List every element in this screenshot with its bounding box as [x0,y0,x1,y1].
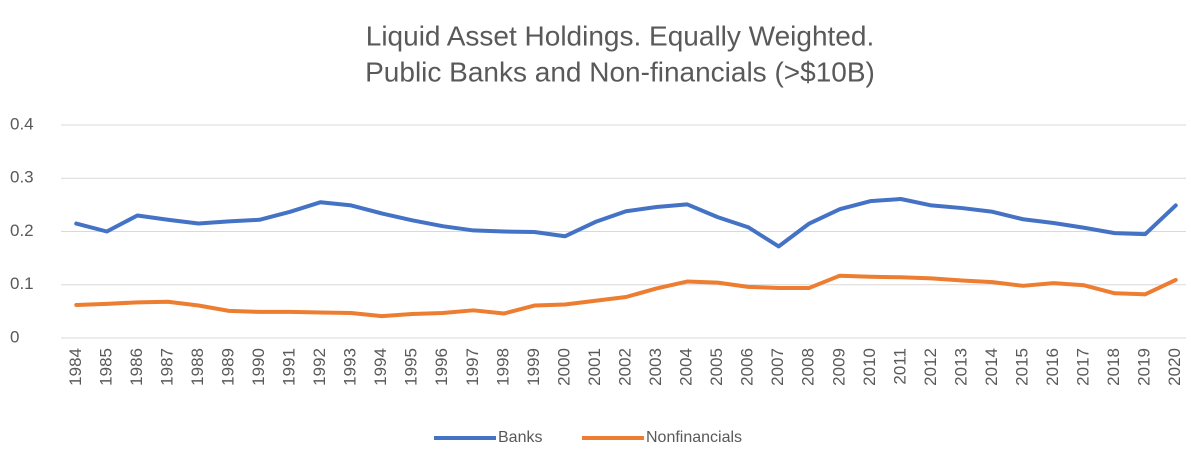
x-tick-label: 2010 [860,348,879,386]
x-tick-label: 1989 [218,348,237,386]
x-tick-label: 2020 [1165,348,1184,386]
x-tick-label: 2005 [707,348,726,386]
x-tick-label: 1984 [66,348,85,386]
x-tick-label: 2007 [768,348,787,386]
x-tick-label: 2000 [554,348,573,386]
x-tick-label: 1993 [341,348,360,386]
x-tick-label: 2019 [1135,348,1154,386]
x-tick-label: 2017 [1074,348,1093,386]
y-tick-label: 0 [10,327,19,346]
legend-label: Banks [498,429,542,446]
y-tick-label: 0.1 [10,274,34,293]
x-tick-label: 2003 [646,348,665,386]
x-tick-label: 1999 [524,348,543,386]
chart-subtitle: Public Banks and Non-financials (>$10B) [365,56,875,87]
x-tick-label: 1987 [157,348,176,386]
x-tick-label: 2013 [951,348,970,386]
x-tick-label: 2001 [585,348,604,386]
x-tick-label: 1998 [493,348,512,386]
x-tick-label: 2018 [1104,348,1123,386]
legend-label: Nonfinancials [646,429,742,446]
x-tick-label: 1992 [310,348,329,386]
y-tick-label: 0.3 [10,168,34,187]
x-tick-label: 1994 [371,348,390,386]
line-series [74,273,1178,319]
x-tick-label: 1996 [432,348,451,386]
chart-title: Liquid Asset Holdings. Equally Weighted. [366,20,874,51]
x-tick-label: 2012 [921,348,940,386]
x-tick-label: 2008 [799,348,818,386]
y-tick-label: 0.4 [10,114,34,133]
x-tick-label: 1985 [96,348,115,386]
x-tick-label: 1995 [402,348,421,386]
x-tick-label: 2009 [829,348,848,386]
x-tick-label: 1990 [249,348,268,386]
x-tick-label: 1988 [188,348,207,386]
x-tick-label: 2011 [890,348,909,385]
x-tick-label: 2002 [615,348,634,386]
x-tick-label: 2006 [738,348,757,386]
x-tick-label: 2015 [1013,348,1032,386]
x-tick-label: 1986 [127,348,146,386]
x-tick-label: 2016 [1043,348,1062,386]
x-tick-label: 1997 [463,348,482,386]
y-tick-label: 0.2 [10,221,34,240]
line-series [74,197,1178,249]
x-tick-label: 2004 [677,348,696,386]
x-tick-label: 1991 [280,348,299,386]
x-tick-label: 2014 [982,348,1001,386]
